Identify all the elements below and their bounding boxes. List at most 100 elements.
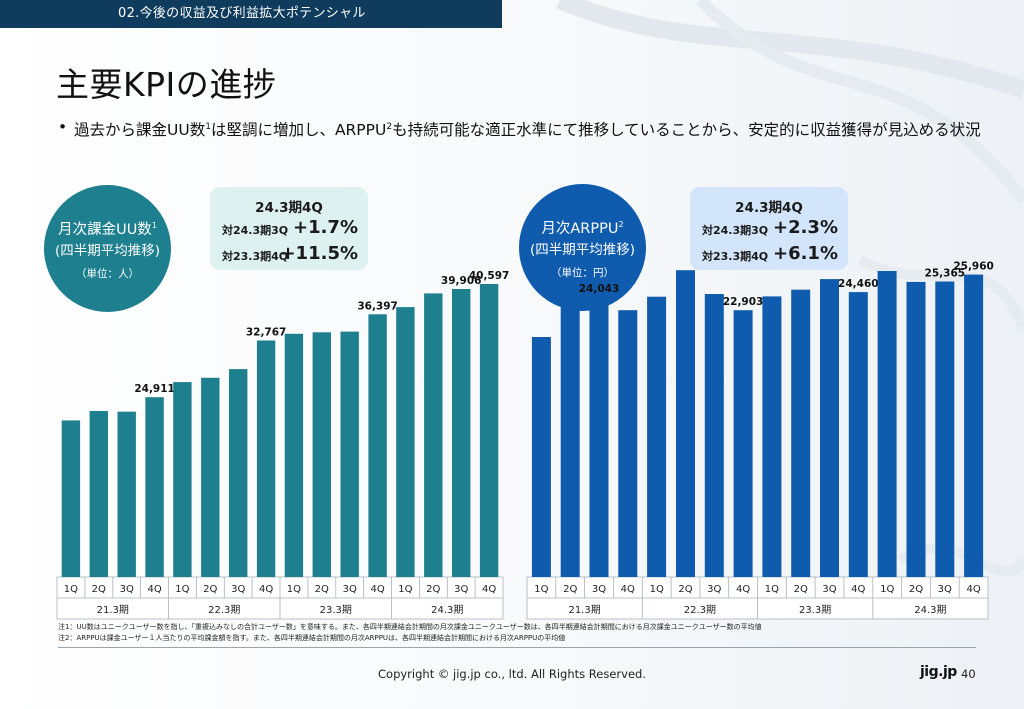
uu-bar	[284, 333, 304, 577]
arppu-bar	[531, 337, 551, 577]
uu-quarter-label: 4Q	[482, 584, 496, 595]
arppu-quarter-label: 4Q	[736, 584, 750, 595]
footnote-ref-1: 1	[205, 122, 211, 132]
arppu-kpi-row1-value: +2.3%	[772, 217, 838, 238]
arppu-bar	[877, 271, 897, 577]
footnote-2: 注2：ARPPUは課金ユーザー１人当たりの平均課金額を指す。また、各四半期連結会…	[58, 633, 566, 642]
uu-data-label: 39,906	[441, 275, 482, 287]
arppu-period-label: 23.3期	[799, 604, 831, 616]
arppu-data-label: 24,043	[579, 283, 620, 295]
uu-quarter-label: 4Q	[259, 584, 273, 595]
uu-bar	[117, 411, 136, 577]
section-header-tab: 02.今後の収益及び利益拡大ポテンシャル	[0, 0, 502, 28]
bullet-dot: •	[58, 118, 68, 136]
arppu-quarter-label: 2Q	[678, 584, 692, 595]
bullet-text: 過去から課金UU数1は堅調に増加し、ARPPU2も持続可能な適正水準にて推移して…	[58, 116, 988, 142]
uu-kpi-row1-label: 対24.3期3Q	[222, 224, 289, 237]
footnote-1: 注1：UU数はユニークユーザー数を指し、「重複込みなしの合計ユーザー数」を意味す…	[58, 623, 762, 631]
arppu-quarter-label: 2Q	[794, 584, 808, 595]
uu-kpi-row2-label: 対23.3期4Q	[222, 250, 289, 263]
uu-quarter-label: 2Q	[426, 584, 440, 595]
uu-quarter-label: 1Q	[64, 584, 78, 595]
arppu-data-label: 22,903	[723, 296, 764, 308]
arppu-quarter-label: 4Q	[966, 584, 980, 595]
uu-bar	[396, 307, 415, 577]
arppu-period-label: 21.3期	[568, 604, 600, 616]
summary-bullet: • 過去から課金UU数1は堅調に増加し、ARPPU2も持続可能な適正水準にて推移…	[58, 116, 988, 142]
arppu-data-label: 25,365	[925, 268, 966, 280]
arppu-period-label: 24.3期	[914, 604, 946, 616]
arppu-kpi-row2-value: +6.1%	[772, 243, 838, 264]
arppu-quarter-label: 3Q	[707, 584, 721, 595]
uu-bar	[173, 382, 192, 577]
arppu-bar	[733, 310, 753, 577]
uu-data-label: 24,911	[134, 383, 175, 395]
arppu-kpi-row1-label: 対24.3期3Q	[702, 224, 769, 237]
arppu-bar	[589, 296, 609, 577]
uu-data-label: 36,397	[357, 300, 398, 312]
arppu-bar	[791, 289, 811, 577]
jigjp-logo: jig.jp	[920, 664, 957, 680]
uu-quarter-label: 2Q	[315, 584, 329, 595]
arppu-quarter-label: 4Q	[851, 584, 865, 595]
uu-quarter-label: 4Q	[370, 584, 384, 595]
arppu-quarter-label: 3Q	[592, 584, 606, 595]
arppu-bar	[704, 294, 724, 577]
arppu-quarter-label: 2Q	[909, 584, 923, 595]
arppu-quarter-label: 2Q	[563, 584, 577, 595]
footer-divider	[58, 647, 976, 648]
bullet-text-part-1: 過去から課金UU数	[74, 121, 206, 140]
arppu-circle-title: 月次ARPPU2	[541, 220, 624, 237]
uu-period-label: 24.3期	[431, 604, 463, 616]
copyright-text: Copyright © jig.jp co., ltd. All Rights …	[378, 667, 646, 681]
arppu-bar	[964, 274, 984, 577]
arppu-kpi-title: 24.3期4Q	[735, 200, 803, 216]
uu-bar	[479, 284, 499, 577]
uu-quarter-label: 1Q	[398, 584, 412, 595]
uu-bar	[89, 411, 108, 577]
arppu-bar	[906, 281, 926, 577]
arppu-data-label: 24,460	[838, 278, 879, 290]
uu-circle-label: 月次課金UU数1 (四半期平均推移) （単位：人）	[44, 185, 171, 312]
uu-data-label: 32,767	[246, 327, 287, 339]
arppu-circle-unit: （単位：円）	[551, 267, 614, 279]
arppu-kpi-box: 24.3期4Q 対24.3期3Q +2.3% 対23.3期4Q +6.1%	[690, 187, 848, 270]
arppu-quarter-label: 1Q	[534, 584, 548, 595]
uu-period-label: 22.3期	[208, 604, 240, 616]
arppu-quarter-label: 3Q	[938, 584, 952, 595]
uu-bar	[201, 377, 220, 577]
arppu-data-label: 25,960	[953, 261, 994, 273]
arppu-circle-label: 月次ARPPU2 (四半期平均推移) （単位：円）	[519, 184, 646, 311]
arppu-kpi-row2-label: 対23.3期4Q	[702, 250, 769, 263]
uu-bar	[452, 289, 471, 577]
arppu-bar	[848, 292, 868, 577]
uu-period-label: 23.3期	[320, 604, 352, 616]
arppu-period-label: 22.3期	[684, 604, 716, 616]
uu-kpi-box: 24.3期4Q 対24.3期3Q +1.7% 対23.3期4Q +11.5%	[210, 187, 368, 270]
uu-bar	[340, 331, 359, 577]
uu-quarter-label: 4Q	[147, 584, 161, 595]
footnote-ref-2: 2	[386, 122, 393, 132]
page-title: 主要KPIの進捗	[56, 65, 277, 104]
uu-circle-unit: （単位：人）	[76, 268, 139, 280]
arppu-bar	[560, 306, 580, 577]
uu-bar	[312, 332, 331, 577]
arppu-bar	[935, 281, 955, 577]
uu-circle-title: 月次課金UU数1	[58, 221, 157, 238]
uu-period-label: 21.3期	[97, 604, 129, 616]
footnotes: 注1：UU数はユニークユーザー数を指し、「重複込みなしの合計ユーザー数」を意味す…	[58, 622, 762, 643]
uu-quarter-label: 3Q	[343, 584, 357, 595]
uu-quarter-label: 3Q	[120, 584, 134, 595]
uu-bar	[368, 314, 387, 577]
uu-quarter-label: 1Q	[175, 584, 189, 595]
uu-kpi-title: 24.3期4Q	[255, 200, 323, 216]
uu-data-label: 40,597	[469, 270, 510, 282]
uu-quarter-label: 3Q	[454, 584, 468, 595]
uu-bar	[424, 293, 443, 577]
uu-bar	[256, 340, 276, 577]
uu-bar	[145, 397, 164, 577]
bullet-text-part-3: も持続可能な適正水準にて推移していることから、安定的に収益獲得が見込める状況	[392, 121, 981, 140]
arppu-bar	[647, 296, 667, 577]
arppu-quarter-label: 1Q	[765, 584, 779, 595]
